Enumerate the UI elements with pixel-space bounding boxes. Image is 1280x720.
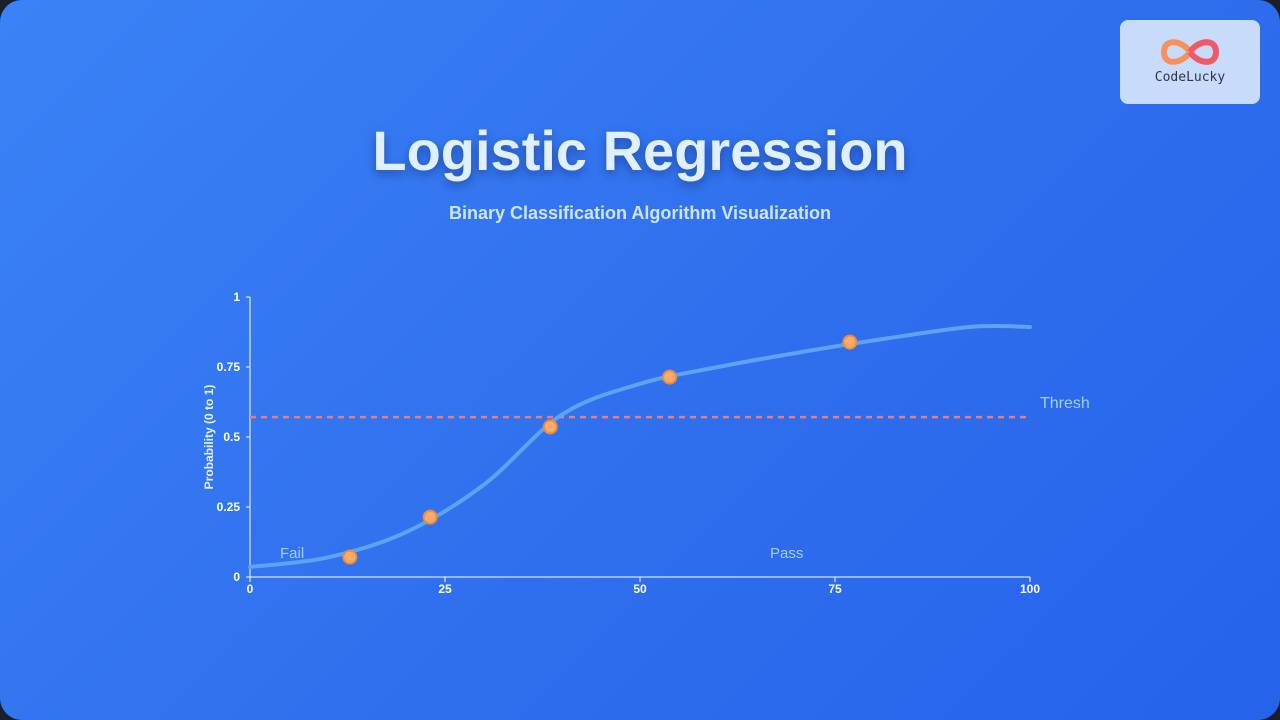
data-point [662,369,678,385]
logo: CodeLucky [1120,20,1260,104]
logo-text: CodeLucky [1154,70,1226,85]
chart-title: Logistic Regression [372,119,908,182]
data-point [542,419,558,435]
region-label: Pass [770,545,803,562]
curve [248,323,1032,569]
x-tick-label: 25 [438,582,452,596]
data-point [842,334,858,350]
data-point [342,549,358,565]
y-tick-label: 0.5 [223,430,240,444]
y-tick-label: 0.25 [217,500,241,514]
x-tick-label: 100 [1020,582,1040,596]
x-tick-label: 0 [247,582,254,596]
chart-subtitle: Binary Classification Algorithm Visualiz… [448,203,832,223]
data-point [422,509,438,525]
y-tick-label: 0.75 [217,360,241,374]
threshold-label: Thresh [1040,395,1090,412]
x-tick-label: 50 [633,582,647,596]
y-tick-label: 0 [233,570,240,584]
y-axis-label: Probability (0 to 1) [202,385,216,490]
x-tick-label: 75 [828,582,842,596]
logo-loop [1187,39,1220,65]
y-tick-label: 1 [233,290,240,304]
logo-icon [1160,39,1220,65]
region-label: Fail [280,545,304,562]
